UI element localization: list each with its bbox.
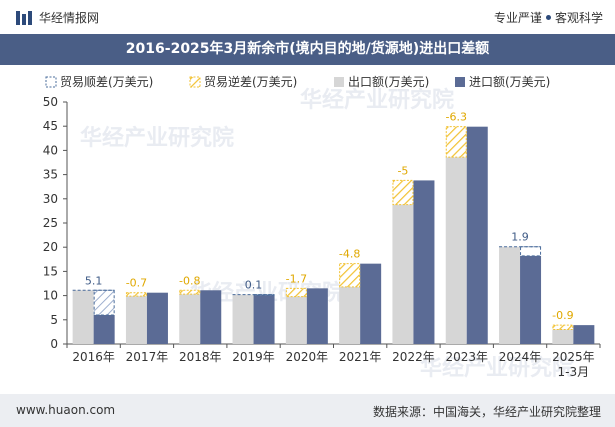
chart-title: 2016-2025年3月新余市(境内目的地/货源地)进出口差额 — [125, 41, 490, 57]
legend-label: 出口额(万美元) — [348, 75, 429, 89]
legend-label: 贸易顺差(万美元) — [60, 75, 153, 89]
export-bar — [499, 246, 521, 344]
legend-item[interactable]: 贸易逆差(万美元) — [189, 74, 297, 89]
legend-item[interactable]: 贸易顺差(万美元) — [45, 75, 153, 89]
legend-item[interactable]: 进口额(万美元) — [455, 75, 550, 89]
balance-label: -1.7 — [286, 272, 307, 285]
export-bar — [179, 294, 201, 344]
import-bar — [200, 290, 222, 344]
legend-swatch — [45, 76, 57, 88]
deficit-marker — [125, 292, 147, 297]
data-labels: 5.1 -0.7 -0.8 0.1 -1.7 -4.8 -5 -6.3 1.9 -0.9 — [85, 111, 574, 322]
balance-label: -0.8 — [179, 274, 200, 287]
top-bar: 华经情报网 专业严谨 客观科学 — [0, 0, 615, 34]
tagline-right: 客观科学 — [554, 11, 603, 25]
y-tick-label: 0 — [50, 337, 58, 351]
legend-swatch — [455, 77, 465, 87]
website-link[interactable]: www.huaon.com — [16, 403, 116, 417]
y-tick-label: 20 — [43, 240, 58, 254]
y-tick-label: 15 — [43, 264, 58, 278]
import-bar — [146, 292, 168, 344]
legend: 贸易顺差(万美元) 贸易逆差(万美元) 出口额(万美元) 进口额(万美元) — [45, 74, 550, 89]
export-bar — [72, 290, 94, 344]
legend-label: 贸易逆差(万美元) — [204, 74, 297, 89]
x-tick-label: 2024年 — [499, 350, 542, 364]
x-tick-label: 2020年 — [286, 350, 329, 364]
balance-label: -5 — [397, 164, 408, 177]
surplus-marker — [93, 289, 115, 316]
y-tick-label: 40 — [43, 143, 58, 157]
watermark-text: 华经产业研究院 — [300, 87, 454, 113]
x-tick-label: 1-3月 — [558, 365, 590, 379]
x-tick-label: 2018年 — [179, 350, 222, 364]
y-tick-label: 50 — [43, 95, 58, 109]
footer: www.huaon.com 数据来源：中国海关，华经产业研究院整理 — [0, 394, 615, 427]
export-bar — [339, 286, 361, 344]
tagline: 专业严谨 客观科学 — [494, 9, 603, 26]
balance-label: -4.8 — [339, 248, 360, 261]
deficit-marker — [179, 289, 201, 295]
legend-swatch — [334, 77, 344, 87]
export-bar — [125, 296, 147, 344]
legend-item[interactable]: 出口额(万美元) — [334, 75, 429, 89]
x-tick-label: 2016年 — [72, 350, 115, 364]
y-tick-label: 10 — [43, 289, 58, 303]
import-bar — [306, 288, 328, 344]
x-tick-label: 2022年 — [392, 350, 435, 364]
y-tick-label: 5 — [50, 313, 58, 327]
deficit-marker — [285, 287, 307, 298]
x-tick-label: 2017年 — [126, 350, 169, 364]
import-bar — [413, 180, 435, 344]
balance-label: -6.3 — [446, 111, 467, 124]
import-bar — [520, 255, 542, 344]
import-bar — [93, 314, 115, 344]
export-bar — [552, 329, 574, 344]
export-bar — [392, 204, 414, 344]
import-bar — [360, 263, 382, 344]
legend-label: 进口额(万美元) — [469, 75, 550, 89]
brand-name: 华经情报网 — [39, 11, 100, 25]
y-tick-label: 35 — [43, 168, 58, 182]
export-bar — [285, 296, 307, 344]
balance-label: 5.1 — [85, 274, 103, 287]
y-tick-label: 45 — [43, 119, 58, 133]
bars — [72, 126, 595, 345]
import-bar — [573, 325, 595, 344]
deficit-marker — [445, 126, 467, 158]
export-bar — [445, 157, 467, 344]
y-tick-label: 30 — [43, 192, 58, 206]
data-source: 数据来源：中国海关，华经产业研究院整理 — [372, 405, 601, 419]
chart-title-bar: 2016-2025年3月新余市(境内目的地/货源地)进出口差额 — [0, 34, 615, 65]
export-bar — [232, 294, 254, 344]
import-bar — [466, 126, 488, 345]
balance-label: 1.9 — [511, 231, 529, 244]
deficit-marker — [392, 179, 414, 206]
tagline-left: 专业严谨 — [493, 11, 542, 25]
x-tick-label: 2019年 — [232, 350, 275, 364]
legend-swatch — [189, 76, 201, 88]
logo-icon — [16, 11, 32, 25]
deficit-marker — [552, 324, 574, 330]
watermark-text: 华经产业研究院 — [420, 355, 574, 381]
surplus-marker — [520, 246, 542, 257]
x-tick-label: 2021年 — [339, 350, 382, 364]
balance-label: -0.7 — [126, 277, 147, 290]
deficit-marker — [339, 263, 361, 288]
separator-dot — [545, 15, 551, 20]
x-tick-label: 2023年 — [445, 350, 488, 364]
x-tick-label: 2025年 — [552, 350, 595, 364]
balance-label: 0.1 — [245, 279, 263, 292]
y-tick-label: 25 — [43, 216, 58, 230]
watermark-text: 华经产业研究院 — [80, 125, 234, 151]
balance-label: -0.9 — [552, 309, 573, 322]
import-bar — [253, 295, 275, 344]
